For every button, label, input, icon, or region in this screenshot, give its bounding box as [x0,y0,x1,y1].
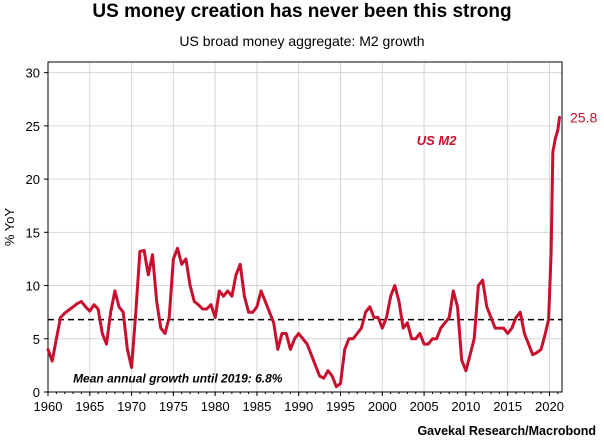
x-tick-label: 2005 [410,399,439,414]
grid-lines [48,62,562,392]
x-tick-label: 2010 [451,399,480,414]
axes [44,61,563,396]
chart-subtitle: US broad money aggregate: M2 growth [179,33,425,49]
x-tick-label: 1980 [201,399,230,414]
x-tick-label: 2000 [368,399,397,414]
y-tick-label: 15 [26,225,40,240]
m2-series-line [46,115,561,389]
x-tick-labels: 1960 1965 1970 1975 1980 1985 1990 1995 2000 2005… [34,399,564,414]
x-tick-label: 1965 [75,399,104,414]
series-label-us-m2: US M2 [417,133,458,148]
y-tick-label: 30 [26,66,40,81]
y-tick-label: 0 [33,385,40,400]
x-tick-label: 1970 [117,399,146,414]
mean-reference-label: Mean annual growth until 2019: 6.8% [73,371,283,385]
x-tick-label: 1990 [284,399,313,414]
x-tick-label: 1985 [242,399,271,414]
x-tick-label: 2015 [493,399,522,414]
y-tick-label: 20 [26,172,40,187]
y-tick-labels: 0 5 10 15 20 25 30 [26,66,40,400]
x-tick-label: 1975 [159,399,188,414]
y-tick-label: 5 [33,332,40,347]
chart-title: US money creation has never been this st… [92,1,512,22]
source-credit: Gavekal Research/Macrobond [417,424,596,438]
x-tick-label: 2020 [535,399,564,414]
end-value-label: 25.8 [570,109,597,125]
x-tick-label: 1995 [326,399,355,414]
x-tick-label: 1960 [34,399,63,414]
y-axis-label: % YoY [2,208,17,247]
y-tick-label: 10 [26,279,40,294]
plot-frame [47,61,563,393]
y-tick-label: 25 [26,119,40,134]
